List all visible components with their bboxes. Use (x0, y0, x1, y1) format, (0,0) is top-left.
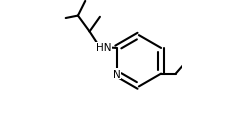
Text: N: N (113, 69, 121, 79)
Text: HN: HN (96, 43, 112, 53)
